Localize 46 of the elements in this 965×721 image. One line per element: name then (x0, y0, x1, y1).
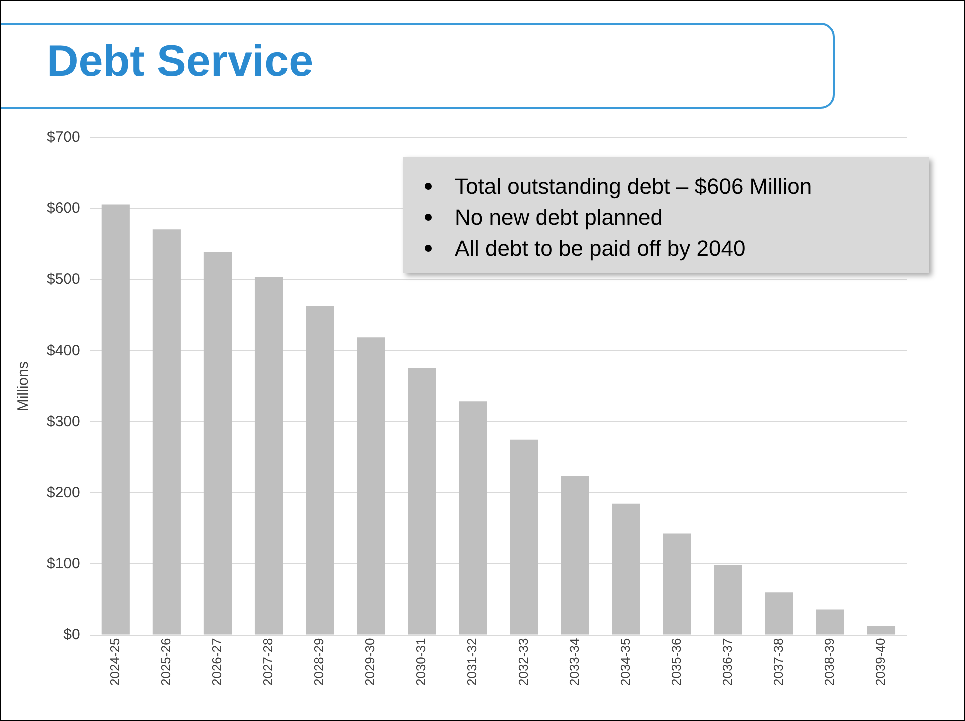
y-tick-label: $700 (46, 129, 80, 146)
bar (152, 230, 181, 635)
x-tick-label: 2029-30 (362, 638, 378, 686)
annotation: Total outstanding debt – $606 Million (455, 173, 814, 201)
x-tick-label: 2028-29 (312, 638, 327, 686)
bar (867, 626, 896, 635)
x-tick-label: 2037-38 (770, 638, 786, 686)
y-tick-label: $300 (46, 413, 80, 430)
bar (510, 440, 538, 635)
bar (459, 402, 488, 635)
y-tick-label: $100 (46, 555, 80, 572)
chart-title: Debt Service (47, 37, 314, 87)
y-tick-label: $400 (46, 342, 80, 360)
bar (254, 277, 284, 635)
bar (561, 476, 590, 635)
bar (765, 592, 794, 635)
x-tick-label: 2032-33 (516, 638, 531, 686)
y-tick-label: $500 (46, 271, 80, 288)
x-tick-label: 2039-40 (873, 638, 888, 686)
bar (714, 564, 742, 635)
y-tick-label: $0 (64, 626, 80, 644)
bar (816, 610, 844, 635)
x-tick-label: 2026-27 (210, 638, 225, 686)
bar (306, 306, 334, 635)
bar (408, 368, 436, 635)
text-box: Total outstanding debt – $606 Million No new debt planned All debt to be paid off by 2040 (403, 157, 929, 273)
bar (663, 534, 692, 635)
annotation: No new debt planned (455, 204, 664, 232)
annotation: All debt to be paid off by 2040 (455, 235, 747, 263)
bar (204, 252, 232, 635)
bar (612, 504, 640, 635)
x-tick-label: 2031-32 (464, 638, 480, 686)
bar (102, 204, 130, 635)
x-tick-label: 2033-34 (566, 638, 582, 686)
y-axis-title: Millions (15, 362, 32, 412)
y-tick-label: $600 (46, 200, 80, 218)
y-tick-label: $200 (46, 484, 80, 502)
bar (357, 338, 386, 635)
x-tick-label: 2038-39 (822, 638, 838, 686)
x-tick-label: 2027-28 (260, 638, 276, 686)
x-tick-label: 2024-25 (107, 638, 122, 686)
x-tick-label: 2030-31 (414, 638, 429, 686)
x-tick-label: 2034-35 (618, 638, 633, 686)
x-tick-label: 2035-36 (668, 638, 684, 686)
x-tick-label: 2036-37 (720, 638, 735, 686)
x-tick-label: 2025-26 (158, 638, 174, 686)
